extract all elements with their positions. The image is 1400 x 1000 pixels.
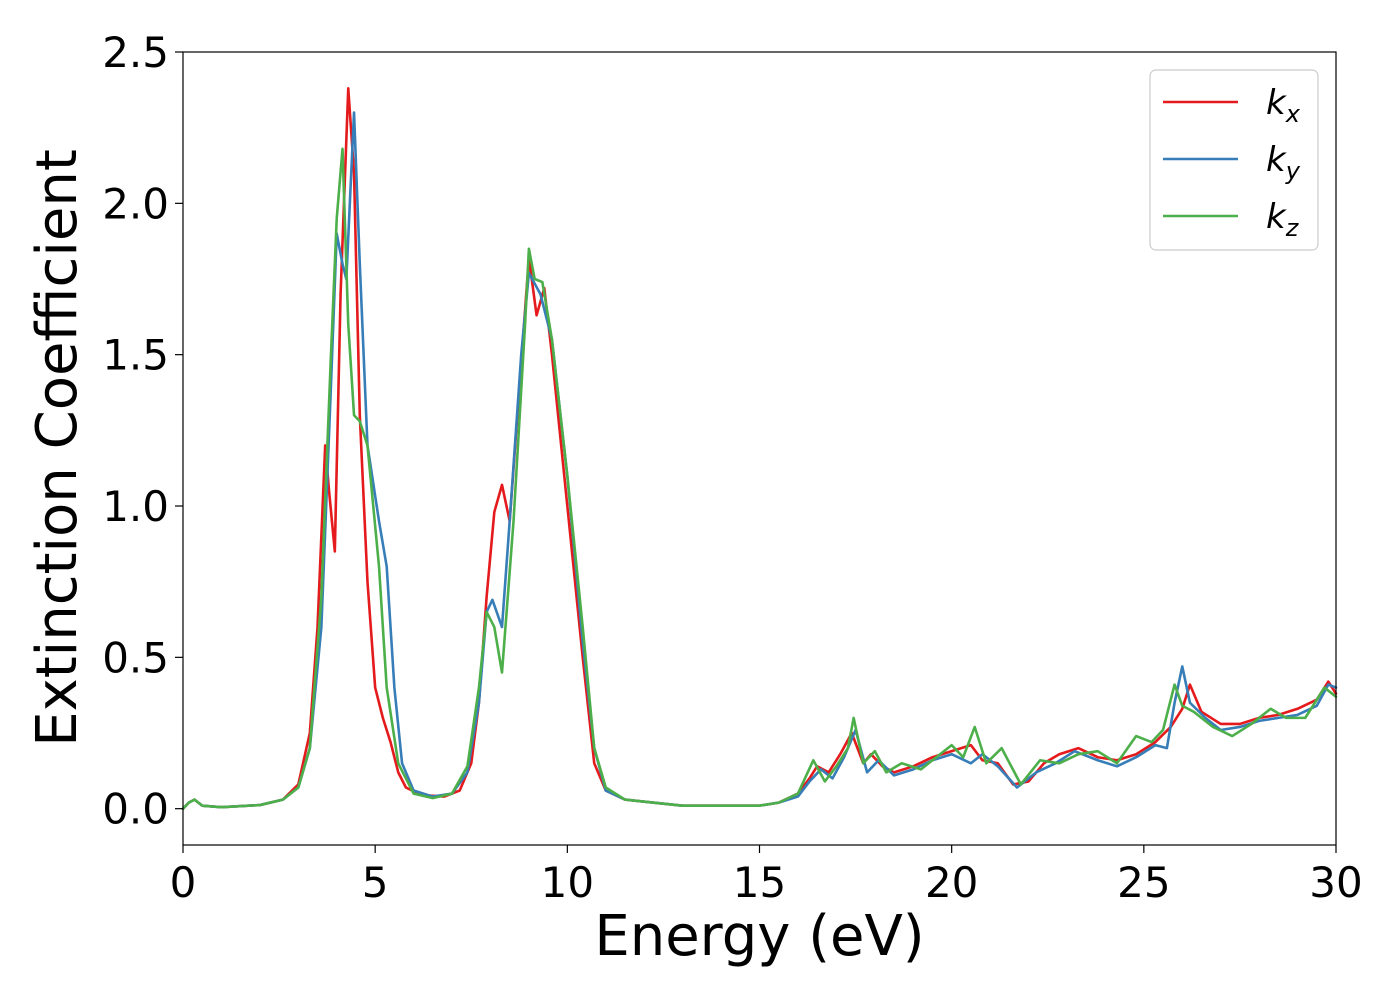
x-tick-label: 25 (1117, 858, 1170, 907)
y-tick-label: 0.0 (102, 785, 169, 834)
y-tick-label: 1.0 (102, 482, 169, 531)
x-tick-label: 0 (170, 858, 197, 907)
series-layer (181, 87, 1338, 810)
legend-label-subscript: x (1285, 100, 1301, 128)
y-tick-label: 0.5 (102, 633, 169, 682)
legend-label-kx: kx (1266, 83, 1301, 128)
y-axis: 0.0 0.5 1.0 1.5 2.0 2.5 (102, 28, 183, 834)
x-axis-label: Energy (eV) (594, 904, 924, 969)
y-tick-label: 1.5 (102, 331, 169, 380)
x-tick-label: 15 (733, 858, 786, 907)
y-tick-label: 2.0 (102, 179, 169, 228)
legend-label-symbol: k (1266, 197, 1287, 237)
legend-label-subscript: z (1285, 214, 1300, 242)
x-tick-label: 5 (362, 858, 389, 907)
x-tick-label: 10 (541, 858, 594, 907)
legend-label-symbol: k (1266, 140, 1287, 180)
legend-label-symbol: k (1266, 83, 1287, 123)
y-tick-label: 2.5 (102, 28, 169, 77)
legend-label-ky: ky (1266, 140, 1301, 185)
x-tick-label: 20 (925, 858, 978, 907)
y-axis-label: Extinction Coefficient (25, 149, 90, 747)
legend-label-subscript: y (1285, 157, 1301, 185)
x-axis: 0 5 10 15 20 25 30 (170, 845, 1363, 907)
x-tick-label: 30 (1309, 858, 1362, 907)
legend-label-kz: kz (1266, 197, 1300, 242)
series-line-kz (181, 147, 1338, 810)
